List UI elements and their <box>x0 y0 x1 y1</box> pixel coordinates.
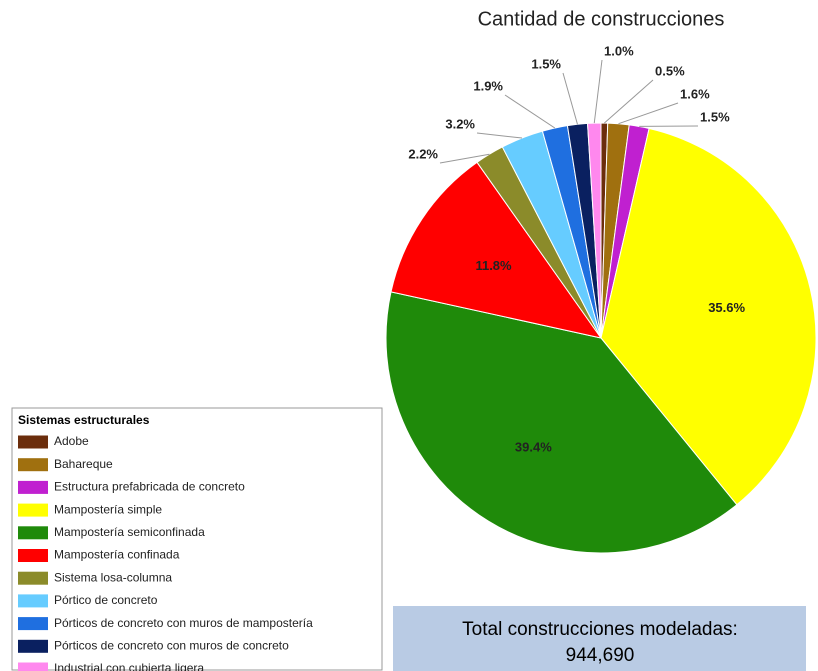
legend-label: Sistema losa-columna <box>54 570 172 584</box>
legend-swatch <box>18 458 48 472</box>
legend-swatch <box>18 639 48 653</box>
chart-title: Cantidad de construcciones <box>478 8 725 30</box>
total-box <box>393 606 806 671</box>
pie-slice <box>586 122 602 339</box>
legend-swatch <box>18 549 48 562</box>
leader-line <box>593 59 603 124</box>
total-label: Total construcciones modeladas: <box>462 619 738 640</box>
legend-label: Pórticos de concreto con muros de mampos… <box>54 616 313 630</box>
legend-label: Bahareque <box>54 457 113 471</box>
leader-line <box>562 72 578 125</box>
legend-swatch <box>18 571 48 585</box>
legend-label: Pórticos de concreto con muros de concre… <box>54 638 289 652</box>
data-label: 3.2% <box>445 116 475 131</box>
legend-label: Pórtico de concreto <box>54 593 158 607</box>
legend-swatch <box>18 503 48 517</box>
leader-line <box>604 79 654 124</box>
legend-swatch <box>18 617 48 631</box>
legend-box <box>11 407 383 671</box>
leader-line <box>618 102 679 125</box>
legend-swatch <box>18 480 48 494</box>
data-label: 1.5% <box>700 109 730 124</box>
legend-label: Industrial con cubierta ligera <box>54 661 204 671</box>
legend-label: Adobe <box>54 434 89 448</box>
total-value: 944,690 <box>566 645 635 666</box>
leader-line <box>476 132 523 139</box>
leader-line <box>439 153 490 164</box>
data-label: 39.4% <box>515 439 552 454</box>
legend-label: Mampostería simple <box>54 502 162 516</box>
data-label: 1.9% <box>473 78 503 93</box>
data-label: 1.5% <box>531 56 561 71</box>
data-label: 1.0% <box>604 43 634 58</box>
data-label: 11.8% <box>475 258 512 273</box>
pie-slice <box>600 127 817 506</box>
legend-label: Mampostería semiconfinada <box>54 525 205 539</box>
legend-title: Sistemas estructurales <box>18 413 150 427</box>
pie-slice <box>390 161 603 339</box>
data-label: 0.5% <box>655 63 685 78</box>
legend-label: Estructura prefabricada de concreto <box>54 480 245 494</box>
legend-swatch <box>18 594 48 608</box>
legend-swatch <box>18 526 48 540</box>
legend-swatch <box>18 662 48 671</box>
data-label: 1.6% <box>680 86 710 101</box>
pie-slice <box>385 291 738 554</box>
data-label: 2.2% <box>408 146 438 161</box>
legend-swatch <box>18 435 48 449</box>
legend-label: Mampostería confinada <box>54 548 180 562</box>
data-label: 35.6% <box>708 300 745 315</box>
leader-line <box>504 94 556 129</box>
